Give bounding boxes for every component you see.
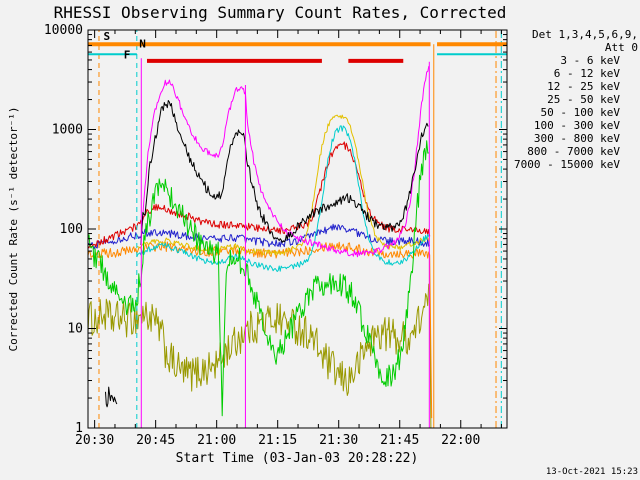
series-3-6-kev bbox=[140, 100, 429, 246]
legend-entry-50-100-kev: 50 - 100 keV bbox=[541, 106, 621, 119]
y-tick-label: 1 bbox=[75, 421, 83, 436]
x-tick-label: 21:00 bbox=[197, 433, 236, 448]
series-50-100-kev bbox=[136, 114, 430, 256]
series-6-12-kev bbox=[141, 65, 430, 258]
legend-entry-300-800-kev: 300 - 800 keV bbox=[534, 132, 620, 145]
legend-entry-800-7000-kev: 800 - 7000 keV bbox=[527, 145, 620, 158]
flag-label-f: F bbox=[124, 48, 131, 61]
x-tick-label: 21:30 bbox=[319, 433, 358, 448]
series-100-300-kev bbox=[88, 141, 431, 249]
legend-entry-7000-15000-kev: 7000 - 15000 keV bbox=[514, 158, 620, 171]
y-tick-label: 10000 bbox=[44, 23, 83, 38]
legend-entry-3-6-kev: 3 - 6 keV bbox=[560, 54, 620, 67]
series-25-50-kev bbox=[136, 125, 430, 272]
x-tick-label: 21:15 bbox=[258, 433, 297, 448]
legend-entry-100-300-kev: 100 - 300 keV bbox=[534, 119, 620, 132]
plot-area: S FN 20:30 20:45 21:00 21:15 21:30 21:45 22:00 1 1… bbox=[44, 23, 508, 448]
legend-detector-line: Det 1,3,4,5,6,9, bbox=[532, 28, 638, 41]
legend-entry-25-50-kev: 25 - 50 keV bbox=[547, 93, 620, 106]
series-12-25-kev bbox=[88, 140, 430, 417]
y-tick-label: 100 bbox=[60, 222, 83, 237]
chart-title: RHESSI Observing Summary Count Rates, Co… bbox=[54, 3, 507, 22]
series-800-7000-kev bbox=[88, 241, 433, 419]
legend-entry-12-25-kev: 12 - 25 keV bbox=[547, 80, 620, 93]
series-7000-15000-kev bbox=[88, 283, 432, 428]
x-tick-label: 22:00 bbox=[441, 433, 480, 448]
y-tick-label: 10 bbox=[67, 322, 83, 337]
series-3-6-kev bbox=[105, 386, 118, 408]
legend-attenuator-line: Att 0 bbox=[605, 41, 638, 54]
y-tick-label: 1000 bbox=[52, 123, 83, 138]
series-curves bbox=[88, 65, 433, 428]
x-tick-label: 20:45 bbox=[136, 433, 175, 448]
flag-label-n: N bbox=[139, 37, 146, 50]
x-axis-label: Start Time (03-Jan-03 20:28:22) bbox=[176, 451, 419, 466]
x-tick-label: 21:45 bbox=[380, 433, 419, 448]
y-axis-label: Corrected Count Rate (s⁻¹ detector⁻¹) bbox=[7, 106, 20, 351]
series-300-800-kev bbox=[88, 223, 431, 250]
x-tick-label: 20:30 bbox=[75, 433, 114, 448]
plot-timestamp: 13-Oct-2021 15:23 bbox=[546, 467, 638, 477]
legend-entry-6-12-kev: 6 - 12 keV bbox=[554, 67, 621, 80]
flag-label-s: S bbox=[103, 30, 110, 43]
